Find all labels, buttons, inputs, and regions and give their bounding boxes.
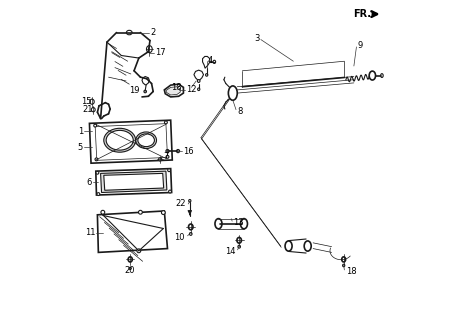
Ellipse shape: [161, 211, 165, 214]
Ellipse shape: [106, 130, 133, 150]
Text: 11: 11: [85, 228, 96, 237]
Text: 4: 4: [208, 56, 213, 65]
Ellipse shape: [128, 257, 132, 262]
Text: 9: 9: [357, 41, 362, 51]
Text: 18: 18: [346, 267, 356, 276]
Text: 8: 8: [237, 107, 242, 116]
Text: 3: 3: [254, 34, 260, 43]
Polygon shape: [142, 76, 149, 85]
Text: 7: 7: [163, 152, 169, 161]
Ellipse shape: [237, 237, 241, 243]
Ellipse shape: [97, 193, 100, 196]
Ellipse shape: [198, 88, 200, 91]
Ellipse shape: [189, 233, 192, 235]
Ellipse shape: [95, 158, 98, 161]
Ellipse shape: [380, 74, 383, 77]
Ellipse shape: [213, 60, 216, 63]
Text: 6: 6: [87, 178, 92, 187]
Polygon shape: [104, 173, 164, 190]
Ellipse shape: [90, 99, 94, 104]
Ellipse shape: [129, 267, 131, 269]
Ellipse shape: [166, 149, 169, 153]
Text: 21: 21: [83, 105, 93, 114]
Text: 22: 22: [175, 199, 185, 208]
Ellipse shape: [197, 80, 200, 83]
Text: FR.: FR.: [353, 9, 371, 19]
Text: 10: 10: [175, 233, 185, 242]
Text: 5: 5: [78, 143, 83, 152]
Ellipse shape: [146, 46, 152, 52]
Ellipse shape: [159, 158, 162, 161]
Ellipse shape: [101, 210, 105, 214]
Ellipse shape: [136, 132, 157, 148]
Text: 2: 2: [151, 28, 156, 37]
Ellipse shape: [189, 199, 191, 202]
Ellipse shape: [137, 249, 141, 253]
Text: 1: 1: [78, 127, 83, 136]
Polygon shape: [97, 211, 168, 252]
Ellipse shape: [369, 71, 376, 80]
Polygon shape: [101, 171, 167, 193]
Ellipse shape: [343, 264, 345, 267]
Ellipse shape: [342, 257, 346, 262]
Ellipse shape: [206, 74, 208, 76]
Ellipse shape: [164, 121, 168, 124]
Ellipse shape: [188, 224, 193, 230]
Text: 20: 20: [125, 266, 135, 276]
Ellipse shape: [285, 241, 292, 251]
Polygon shape: [194, 70, 203, 81]
Ellipse shape: [104, 128, 135, 152]
Polygon shape: [96, 169, 172, 195]
Ellipse shape: [144, 90, 146, 93]
Text: 17: 17: [155, 48, 166, 58]
Ellipse shape: [94, 124, 97, 127]
Ellipse shape: [304, 241, 311, 251]
Ellipse shape: [169, 190, 171, 193]
Ellipse shape: [138, 210, 143, 214]
Polygon shape: [166, 87, 180, 95]
Text: 18: 18: [171, 83, 182, 92]
Ellipse shape: [168, 169, 170, 172]
Polygon shape: [89, 120, 172, 163]
Ellipse shape: [166, 156, 169, 158]
Ellipse shape: [228, 86, 237, 100]
Text: 19: 19: [129, 86, 140, 95]
Ellipse shape: [96, 171, 99, 174]
Ellipse shape: [177, 149, 180, 153]
Polygon shape: [164, 84, 184, 97]
Text: 12: 12: [186, 85, 196, 94]
Ellipse shape: [215, 219, 222, 229]
Text: 13: 13: [233, 218, 244, 227]
Text: 16: 16: [183, 147, 194, 156]
Polygon shape: [202, 56, 210, 68]
Ellipse shape: [240, 219, 247, 229]
Ellipse shape: [238, 245, 240, 248]
Ellipse shape: [138, 134, 154, 147]
Ellipse shape: [126, 30, 132, 35]
Text: 14: 14: [226, 247, 236, 256]
Ellipse shape: [92, 108, 95, 112]
Text: 15: 15: [81, 97, 92, 106]
